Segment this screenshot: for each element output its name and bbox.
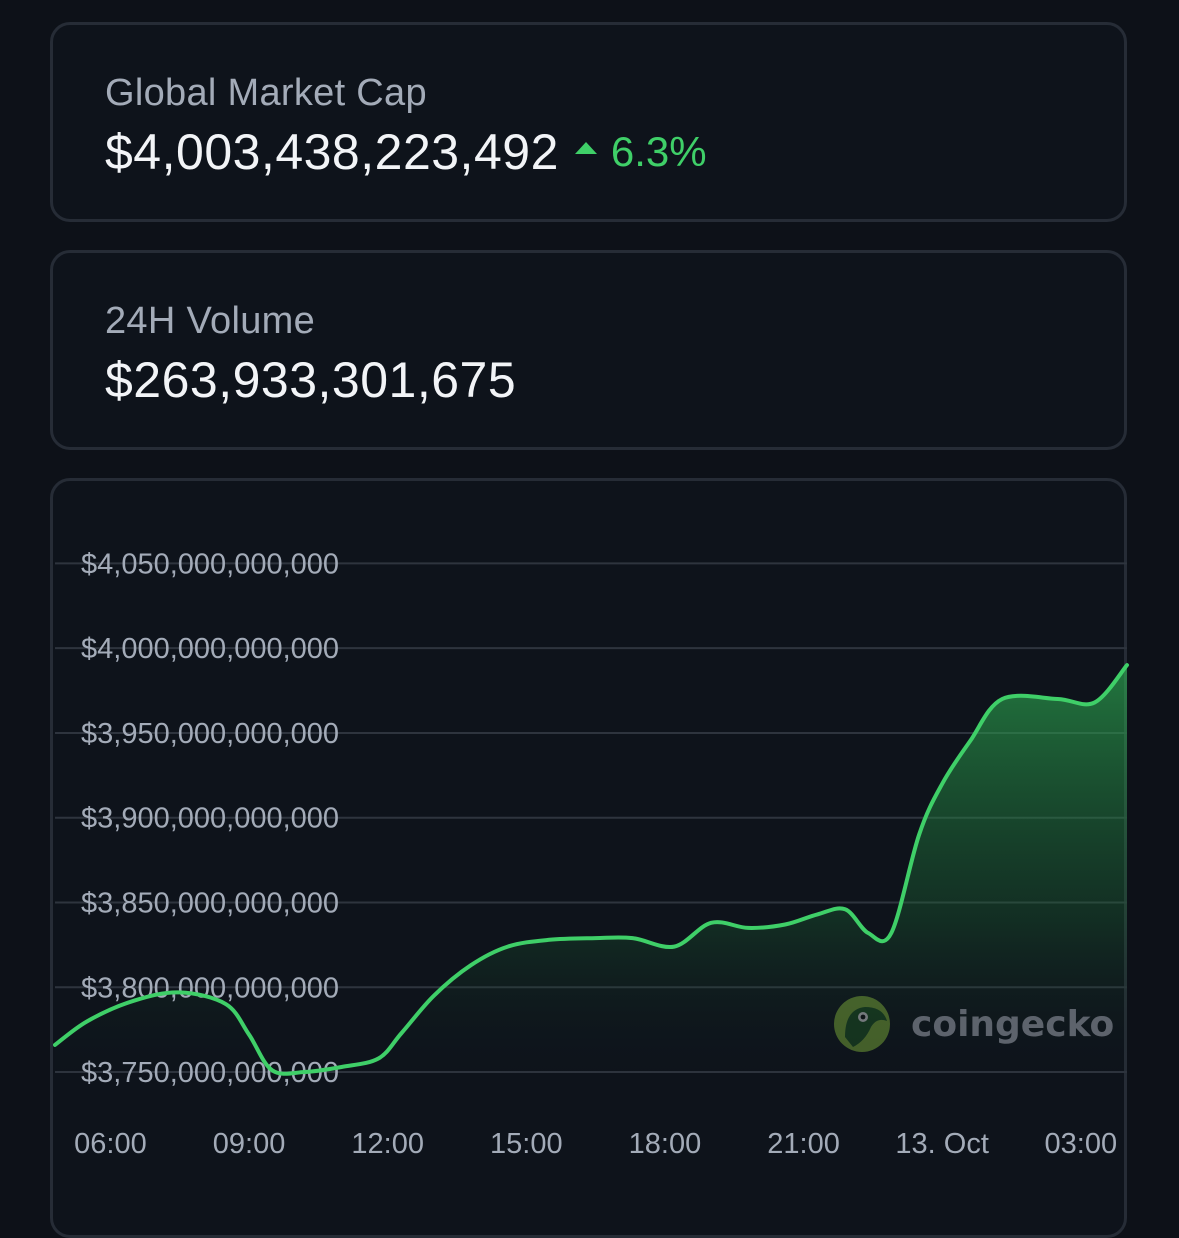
market-cap-label: Global Market Cap [105,72,427,114]
x-tick-label: 15:00 [490,1128,563,1160]
coingecko-logo-icon [834,996,890,1052]
market-cap-change-value: 6.3% [610,128,707,175]
x-tick-label: 09:00 [213,1128,286,1160]
y-tick-label: $4,050,000,000,000 [81,548,339,580]
market-cap-chart[interactable]: $4,050,000,000,000 $4,000,000,000,000 $3,9… [53,481,1130,1197]
volume-label: 24H Volume [105,300,316,342]
watermark-text: coingecko [911,1004,1114,1045]
x-tick-label: 06:00 [74,1128,147,1160]
series-line[interactable] [53,663,1129,1076]
y-tick-label: $3,950,000,000,000 [81,718,339,750]
market-cap-value: $4,003,438,223,492 [105,124,559,180]
x-tick-label: 18:00 [629,1128,702,1160]
y-tick-label: $3,850,000,000,000 [81,887,339,919]
market-cap-change: 6.3% [574,128,707,176]
x-tick-label: 13. Oct [895,1128,989,1160]
x-tick-label: 03:00 [1045,1128,1118,1160]
y-tick-label: $3,900,000,000,000 [81,803,339,835]
market-cap-chart-card: $4,050,000,000,000 $4,000,000,000,000 $3,9… [50,478,1130,1238]
y-tick-label: $4,000,000,000,000 [81,633,339,665]
x-tick-label: 12:00 [351,1128,424,1160]
market-cap-row: $4,003,438,223,492 6.3% [105,123,1124,181]
caret-up-icon [574,142,597,154]
watermark: coingecko [834,996,1114,1052]
volume-value: $263,933,301,675 [105,352,517,408]
line-layer [53,663,1129,1076]
volume-card: 24H Volume $263,933,301,675 [50,250,1127,450]
series-area-fill [55,665,1127,1089]
x-axis-labels: 06:00 09:00 12:00 15:00 18:00 21:00 13. Oct 03:… [74,1128,1117,1160]
y-axis-labels: $4,050,000,000,000 $4,000,000,000,000 $3,9… [81,548,339,1089]
market-cap-card: Global Market Cap $4,003,438,223,492 6.3… [50,22,1127,222]
area-layer [55,665,1127,1089]
volume-row: $263,933,301,675 [105,351,1124,409]
x-tick-label: 21:00 [767,1128,840,1160]
